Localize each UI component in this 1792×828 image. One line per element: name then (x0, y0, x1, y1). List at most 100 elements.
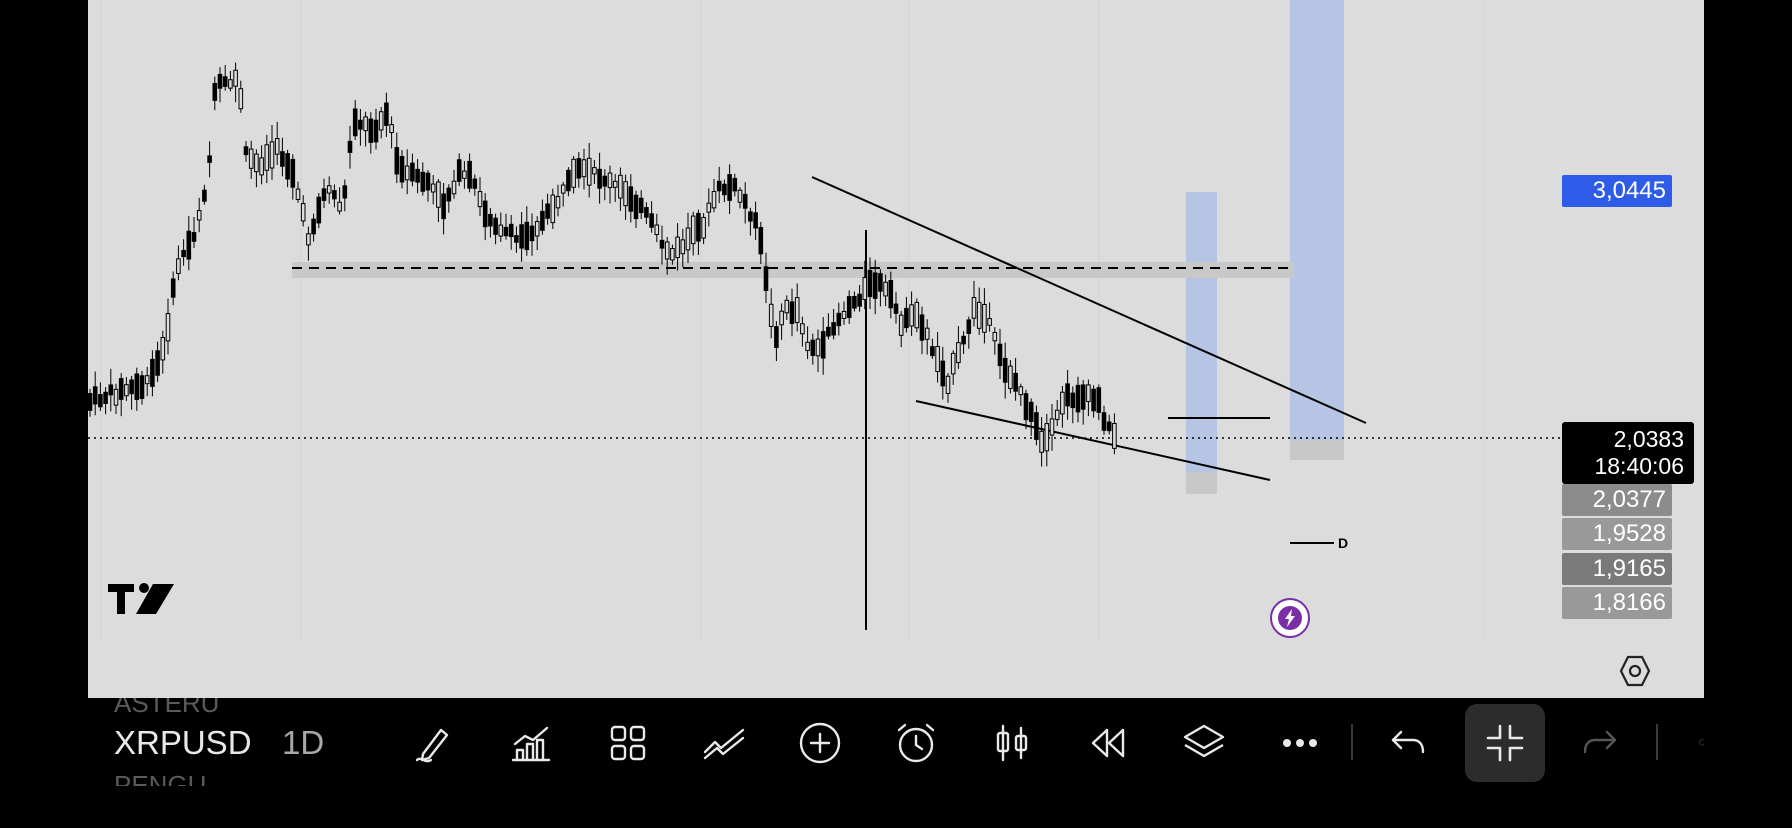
candle (675, 236, 680, 259)
add-button[interactable] (795, 718, 845, 768)
candlestick-series (88, 62, 1117, 467)
chart-type-button[interactable] (987, 718, 1037, 768)
candle (248, 148, 254, 169)
candle (243, 146, 249, 156)
interval-button[interactable]: 1D (282, 724, 325, 761)
hexagon-settings-icon (1619, 655, 1651, 687)
candle (462, 170, 467, 179)
candle (1096, 387, 1102, 413)
exit-fullscreen-button[interactable] (1465, 704, 1545, 782)
candle (852, 295, 857, 309)
alert-button[interactable] (891, 718, 941, 768)
candle (1008, 365, 1013, 389)
candle (888, 280, 894, 309)
grid-line (908, 0, 910, 640)
candle (930, 346, 935, 357)
candle (654, 224, 660, 236)
candle (685, 227, 691, 251)
replay-button[interactable] (1083, 718, 1133, 768)
target-price-value: 3,0445 (1592, 177, 1666, 204)
candle (456, 159, 462, 182)
candle (732, 177, 738, 192)
candle (150, 358, 155, 387)
candle (644, 207, 649, 218)
candle (451, 180, 457, 195)
candle (924, 327, 930, 340)
candle (529, 225, 535, 242)
candle (514, 235, 519, 243)
candle (415, 168, 420, 183)
target-price-label: 3,0445 (1562, 175, 1672, 207)
add-icon (799, 722, 841, 764)
candle (696, 212, 701, 242)
candle (1086, 384, 1091, 402)
search-button[interactable] (1678, 718, 1704, 768)
undo-button[interactable] (1383, 718, 1433, 768)
symbol-button[interactable]: XRPUSD (114, 724, 252, 761)
layers-button[interactable] (1179, 718, 1229, 768)
candle (566, 169, 571, 192)
candle (831, 322, 836, 336)
candle (867, 269, 873, 298)
watchlist-ghost-item[interactable]: PENGU (114, 770, 207, 786)
watchlist-ghost-item[interactable]: ASTERU (114, 698, 220, 718)
candle (472, 178, 478, 189)
candle (129, 379, 134, 395)
candle (711, 191, 717, 209)
trend-line-button[interactable] (699, 718, 749, 768)
chart-settings-button[interactable] (1618, 654, 1652, 693)
candle (373, 119, 379, 143)
candle (264, 144, 270, 171)
candle (186, 230, 192, 260)
indicators-button[interactable] (506, 718, 556, 768)
candle (555, 196, 561, 209)
candle (1023, 393, 1029, 421)
current-price-label: 2,0383 18:40:06 (1562, 422, 1694, 484)
layouts-button[interactable] (603, 718, 653, 768)
candle (784, 299, 790, 314)
candle (810, 339, 816, 356)
candle (633, 194, 639, 220)
chart-type-icon (996, 724, 1028, 762)
candle (363, 116, 368, 132)
drawing-tools-button[interactable] (409, 718, 459, 768)
bottom-toolbar: ASTERU PENGU XRPUSD 1D (88, 698, 1704, 786)
candle (285, 153, 290, 180)
support-trend-line (915, 400, 1271, 481)
candle (976, 301, 982, 329)
candle (638, 197, 644, 214)
candle (337, 201, 342, 212)
candle (202, 189, 207, 202)
candle (222, 76, 228, 87)
candle (826, 326, 831, 337)
redo-button[interactable] (1575, 718, 1625, 768)
grid-line (100, 0, 102, 640)
candle (945, 375, 951, 394)
chart-area[interactable]: D 3,0445 2,0383 18:40:06 2,0377 1,9528 1… (88, 0, 1704, 698)
exit-fullscreen-icon (1486, 724, 1524, 762)
more-button[interactable] (1275, 718, 1325, 768)
candle (441, 193, 446, 220)
candle (488, 213, 493, 227)
candle (982, 303, 987, 333)
candle (597, 168, 602, 189)
candle (602, 175, 608, 187)
candle (607, 172, 613, 189)
candle (935, 345, 940, 372)
annotation-marker[interactable]: D (1290, 535, 1348, 551)
candle (545, 203, 550, 219)
candle (113, 388, 119, 406)
candle (956, 342, 961, 364)
price-chart[interactable] (88, 0, 1704, 698)
candle (592, 167, 597, 175)
grid-line (1483, 0, 1485, 640)
lightning-button[interactable] (1270, 598, 1310, 638)
candle (170, 278, 176, 298)
candle (1013, 372, 1018, 392)
target-zone (1186, 192, 1217, 472)
candle (207, 155, 212, 163)
candle (690, 215, 696, 245)
support-zone (292, 262, 1294, 278)
candle (836, 312, 842, 327)
price-level-label: 1,8166 (1562, 587, 1672, 619)
